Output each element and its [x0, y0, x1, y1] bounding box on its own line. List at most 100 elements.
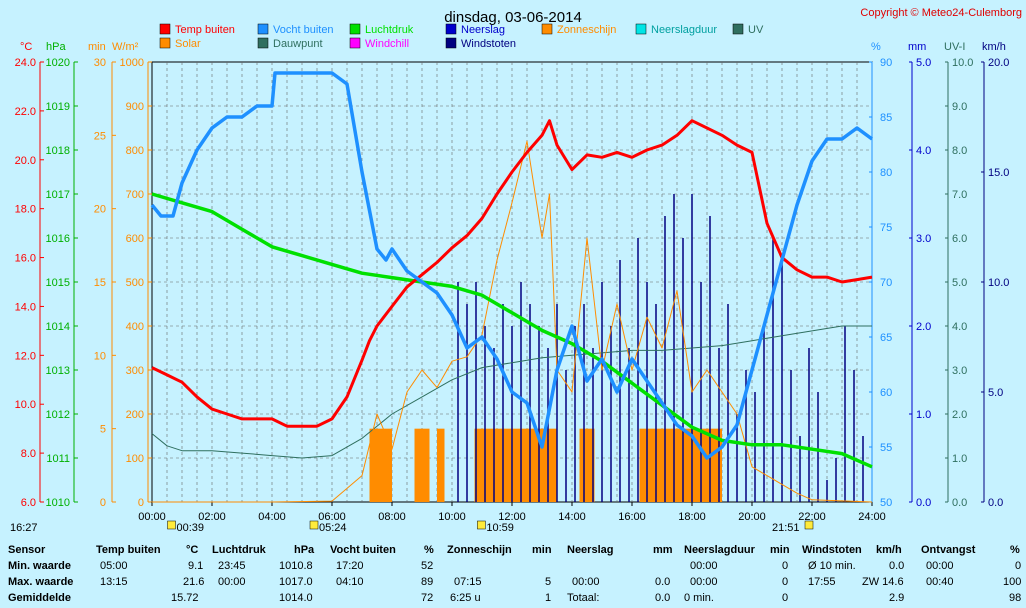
humidity-min: 52 [421, 560, 434, 572]
solar-series-line [152, 140, 873, 503]
windgust-bar [673, 194, 675, 502]
dewpoint-series-line [151, 325, 872, 459]
sunshine-bar [377, 428, 385, 502]
wind-min-label: Ø 10 min. [808, 560, 856, 572]
sunshine-bar [474, 428, 482, 502]
sunshine-bar [692, 428, 700, 502]
legend-swatch [159, 23, 171, 35]
windgust-bar [736, 414, 738, 502]
x-tick-label: 22:00 [798, 511, 826, 523]
marker-dewmin-label: 00:39 [177, 522, 205, 534]
temp-axis-unit: °C [20, 41, 32, 53]
windgust-bar [565, 370, 567, 502]
wind-header: Windstoten [802, 544, 862, 556]
rainduration-min-time: 00:00 [690, 560, 718, 572]
windgust-bar [817, 392, 819, 502]
row-label-sensor: Sensor [8, 544, 46, 556]
sunshine-max-time: 07:15 [454, 576, 482, 588]
humidity-tick-label: 75 [880, 222, 892, 234]
legend-label: Luchtdruk [365, 24, 414, 36]
sunshine-bar [504, 428, 512, 502]
rain-tick-label: 2.0 [916, 321, 931, 333]
windgust-bar [718, 348, 720, 502]
weather-chart: 24.0 22.0 20.0 18.0 16.0 14.0 12.0 10.0 8.0 6.0 10… [10, 7, 1022, 534]
marker-sunmax-icon [477, 520, 486, 530]
temp-max: 21.6 [183, 576, 205, 588]
windgust-bar [556, 304, 558, 502]
uv-tick-label: 10.0 [952, 57, 973, 69]
pressure-tick-label: 1016 [46, 233, 70, 245]
minutes-axis-unit: min [88, 41, 106, 53]
x-tick-label: 18:00 [678, 511, 706, 523]
temp-tick-label: 24.0 [15, 57, 36, 69]
wind-tick-label: 10.0 [988, 277, 1009, 289]
sunshine-bar [519, 428, 527, 502]
x-tick-label: 12:00 [498, 511, 526, 523]
windgust-bar [727, 304, 729, 502]
windgust-bar [646, 282, 648, 502]
row-label-min: Min. waarde [8, 560, 71, 572]
wind-unit: km/h [876, 544, 902, 556]
legend-swatch [257, 37, 269, 49]
windgust-bar [619, 260, 621, 502]
pressure-avg: 1014.0 [279, 592, 313, 604]
uv-axis-unit: UV-I [944, 41, 965, 53]
sunshine-bar [369, 428, 377, 502]
humidity-tick-label: 85 [880, 112, 892, 124]
x-tick-label: 04:00 [258, 511, 286, 523]
pressure-unit: hPa [294, 544, 315, 556]
stats-table: Sensor Min. waarde Max. waarde Gemiddeld… [0, 538, 1026, 608]
rainduration-avg: 0 [782, 592, 789, 604]
windgust-bar [628, 348, 630, 502]
row-label-max: Max. waarde [8, 576, 74, 588]
solar-tick-label: 800 [126, 145, 144, 157]
windgust-bar [808, 348, 810, 502]
solar-tick-label: 0 [138, 497, 144, 509]
uv-tick-label: 5.0 [952, 277, 967, 289]
temp-min: 9.1 [188, 560, 204, 572]
marker-dewmin-icon [167, 520, 176, 530]
temp-tick-label: 22.0 [15, 106, 36, 118]
chart-title: dinsdag, 03-06-2014 [444, 9, 582, 26]
legend-label: Neerslag [461, 24, 505, 36]
legend-label: Dauwpunt [273, 38, 323, 50]
windgust-bar [772, 238, 774, 502]
windgust-bar [502, 304, 504, 502]
x-tick-label: 10:00 [438, 511, 466, 523]
humidity-series-line [150, 71, 874, 460]
x-tick-label: 06:00 [318, 511, 346, 523]
pressure-tick-label: 1020 [46, 57, 70, 69]
sunshine-avg-label: 6:25 u [450, 592, 481, 604]
solar-tick-label: 400 [126, 321, 144, 333]
legend-swatch [445, 37, 457, 49]
pressure-max-time: 00:00 [218, 576, 246, 588]
legend-label: Windstoten [461, 38, 516, 50]
pressure-tick-label: 1019 [46, 101, 70, 113]
windgust-bar [601, 282, 603, 502]
sunshine-bar [422, 428, 430, 502]
minutes-tick-label: 30 [94, 57, 106, 69]
legend-swatch [635, 23, 647, 35]
copyright: Copyright © Meteo24-Culemborg [860, 7, 1022, 19]
received-avg: 98 [1009, 592, 1022, 604]
sunshine-bar [512, 428, 520, 502]
sunshine-bar [677, 428, 685, 502]
received-header: Ontvangst [921, 544, 976, 556]
received-min-time: 00:00 [926, 560, 954, 572]
windgust-bar [457, 282, 459, 502]
pressure-min: 1010.8 [279, 560, 313, 572]
uv-tick-label: 1.0 [952, 453, 967, 465]
humidity-unit: % [424, 544, 434, 556]
uv-tick-label: 8.0 [952, 145, 967, 157]
windgust-bar [493, 348, 495, 502]
wind-tick-label: 15.0 [988, 167, 1009, 179]
marker-sunrise-icon [309, 520, 319, 530]
row-label-avg: Gemiddelde [8, 592, 71, 604]
wind-tick-label: 5.0 [988, 387, 1003, 399]
humidity-max: 89 [421, 576, 434, 588]
humidity-tick-label: 55 [880, 442, 892, 454]
legend-label: Temp buiten [175, 24, 235, 36]
windgust-bar [709, 216, 711, 502]
minutes-tick-label: 20 [94, 204, 106, 216]
humidity-min-time: 17:20 [336, 560, 364, 572]
